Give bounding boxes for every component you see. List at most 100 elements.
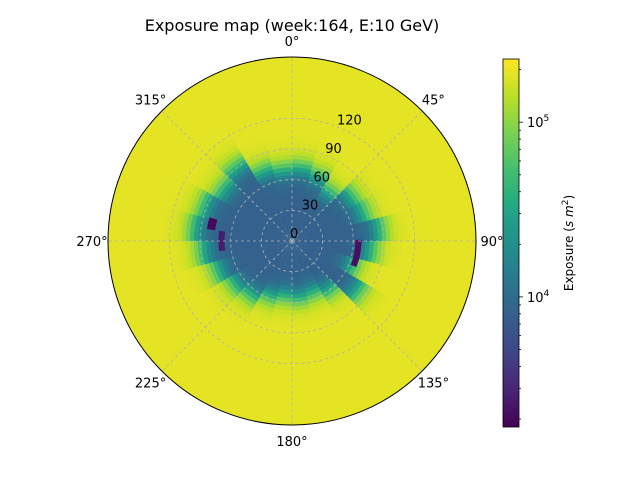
heatmap-cell [255, 222, 264, 233]
heatmap-cell [373, 95, 412, 127]
heatmap-cell [306, 181, 324, 192]
heatmap-cell [239, 176, 258, 192]
heatmap-cell [409, 324, 442, 364]
heatmap-cell [323, 231, 330, 242]
heatmap-cell [412, 169, 431, 206]
heatmap-cell [418, 279, 439, 318]
heatmap-cell [438, 200, 448, 243]
heatmap-cell [256, 211, 267, 223]
heatmap-cell [311, 308, 334, 321]
heatmap-cell [263, 185, 279, 195]
heatmap-cell [411, 276, 431, 314]
heatmap-cell [172, 209, 182, 241]
heatmap-cell [334, 253, 344, 269]
heatmap-cell [292, 64, 339, 76]
heatmap-cell [167, 309, 194, 343]
heatmap-cell [292, 68, 338, 80]
heatmap-cell [216, 259, 229, 281]
heatmap-cell [312, 269, 325, 281]
heatmap-cell [152, 203, 162, 241]
heatmap-cell [457, 241, 469, 288]
heatmap-cell [248, 217, 257, 231]
heatmap-cell [252, 165, 274, 178]
heatmap-cell [390, 241, 399, 270]
heatmap-cell [266, 253, 275, 262]
heatmap-cell [245, 60, 294, 72]
heatmap-cell [220, 258, 232, 279]
heatmap-cell [145, 278, 165, 317]
heatmap-cell [127, 197, 139, 241]
heatmap-cell [274, 255, 282, 263]
colorbar-tick-label: 105 [527, 114, 549, 131]
heatmap-cell [195, 332, 227, 359]
heatmap-cell [346, 279, 364, 300]
heatmap-cell [291, 248, 296, 254]
heatmap-cell [291, 280, 304, 287]
heatmap-cell [258, 293, 277, 305]
heatmap-cell [292, 60, 340, 72]
heatmap-cell [256, 272, 270, 284]
heatmap-cell [312, 311, 336, 325]
heatmap-cell [370, 159, 392, 187]
heatmap-cell [168, 240, 178, 273]
heatmap-cell [310, 304, 332, 317]
heatmap-cell [181, 150, 206, 180]
heatmap-cell [328, 364, 366, 384]
heatmap-cell [318, 190, 334, 204]
heatmap-cell [269, 196, 282, 206]
heatmap-cell [253, 93, 294, 103]
heatmap-cell [210, 141, 238, 163]
heatmap-cell [449, 197, 461, 243]
heatmap-cell [254, 231, 261, 241]
heatmap-cell [372, 298, 396, 326]
heatmap-cell [168, 271, 186, 305]
heatmap-cell [392, 312, 420, 347]
heatmap-cell [292, 97, 331, 107]
heatmap-cell [224, 257, 236, 277]
heatmap-cell [408, 275, 427, 312]
heatmap-cell [436, 284, 459, 329]
heatmap-cell [132, 239, 142, 283]
heatmap-cell [291, 256, 298, 262]
heatmap-cell [140, 200, 151, 241]
heatmap-cell [389, 310, 417, 344]
heatmap-cell [285, 215, 293, 222]
heatmap-cell [262, 266, 274, 277]
heatmap-cell [266, 220, 275, 229]
heatmap-cell [419, 165, 439, 204]
heatmap-cell [390, 270, 408, 302]
heatmap-cell [231, 191, 247, 209]
heatmap-cell [212, 199, 225, 221]
heatmap-cell [220, 203, 233, 224]
heatmap-cell [302, 276, 315, 286]
heatmap-cell [334, 301, 356, 320]
heatmap-cell [188, 156, 212, 184]
heatmap-cell [220, 279, 238, 300]
angular-gridline [161, 110, 293, 242]
heatmap-cell [208, 261, 222, 285]
heatmap-cell [320, 249, 329, 260]
heatmap-cell [335, 74, 380, 97]
heatmap-cell [446, 198, 457, 243]
heatmap-cell [298, 212, 307, 220]
heatmap-cell [413, 116, 446, 157]
heatmap-cell [349, 281, 367, 303]
heatmap-cell [291, 343, 321, 352]
heatmap-cell [344, 316, 371, 338]
heatmap-cell [386, 241, 395, 269]
heatmap-cell [133, 157, 155, 200]
heatmap-cell [271, 215, 280, 224]
heatmap-cell [326, 176, 345, 193]
heatmap-cell [262, 343, 292, 352]
heatmap-cell [355, 127, 386, 152]
heatmap-cell [285, 228, 290, 234]
heatmap-cell [292, 85, 334, 96]
heatmap-cell [291, 367, 328, 377]
heatmap-cell [164, 207, 174, 241]
heatmap-cell [359, 261, 372, 283]
heatmap-cell [185, 212, 194, 241]
heatmap-cell [292, 232, 295, 238]
heatmap-cell [148, 202, 158, 241]
heatmap-cell [318, 211, 328, 223]
heatmap-cell [254, 169, 275, 181]
